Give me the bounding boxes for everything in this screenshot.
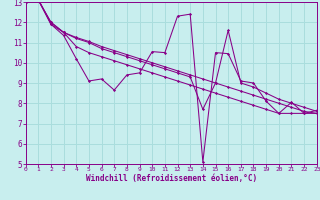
X-axis label: Windchill (Refroidissement éolien,°C): Windchill (Refroidissement éolien,°C) bbox=[86, 174, 257, 183]
